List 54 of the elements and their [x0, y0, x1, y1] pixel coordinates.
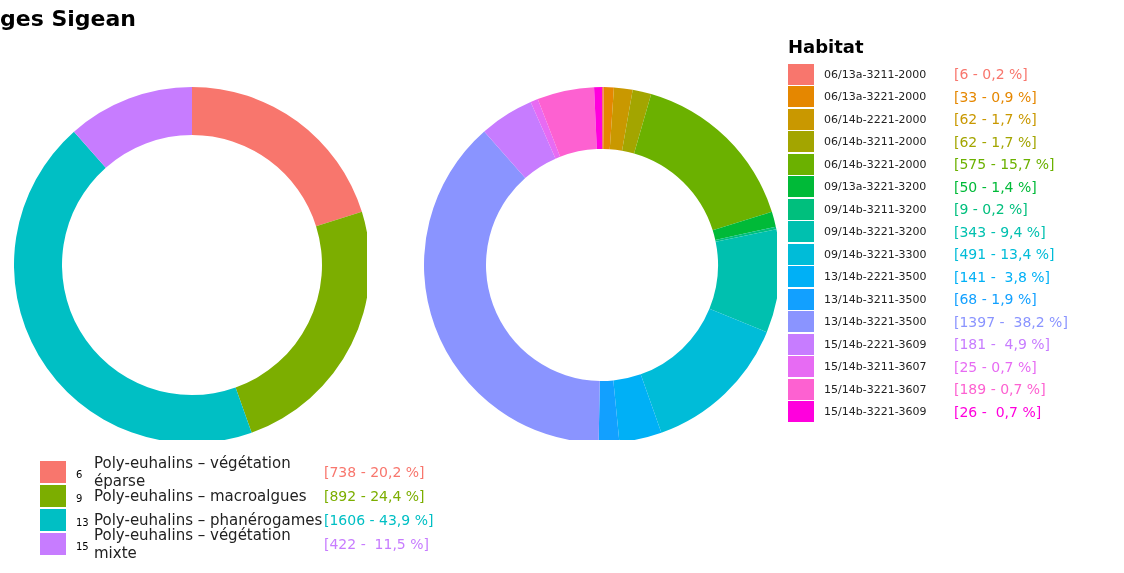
donut-slice — [484, 101, 556, 179]
legend-label: 13/14b-2221-3500 — [824, 270, 928, 284]
donut-slice — [530, 99, 561, 159]
legend-label: 15/14b-3221-3609 — [824, 405, 928, 419]
donut-slice — [634, 93, 772, 231]
legend-label: 13/14b-3211-3500 — [824, 292, 928, 306]
legend-label: 15/14b-3221-3607 — [824, 382, 928, 396]
legend-label: 13/14b-3221-3500 — [824, 315, 928, 329]
chart-title: ges Sigean — [0, 6, 136, 31]
legend-label: 15/14b-2221-3609 — [824, 337, 928, 351]
legend-label: 09/14b-3221-3300 — [824, 247, 928, 261]
data-label: [62 - 1,7 %] — [954, 111, 1037, 128]
data-label: [892 - 24,4 %] — [324, 488, 425, 504]
legend-label: 06/13a-3221-2000 — [824, 90, 928, 104]
legend-label: 06/14b-3221-2000 — [824, 157, 928, 171]
data-label: [738 - 20,2 %] — [324, 464, 425, 480]
donut-slice — [709, 229, 777, 333]
data-label: [6 - 0,2 %] — [954, 66, 1028, 83]
legend-label: 6 Poly-euhalins – végétation éparse — [76, 454, 291, 490]
data-label: [422 - 11,5 %] — [324, 536, 429, 552]
data-label: [26 - 0,7 %] — [954, 403, 1042, 420]
data-label: [1606 - 43,9 %] — [324, 512, 434, 528]
donut-slice — [594, 87, 602, 150]
data-label: [343 - 9,4 %] — [954, 223, 1046, 240]
legend-label: 06/14b-2221-2000 — [824, 112, 928, 126]
data-label: [1397 - 38,2 %] — [954, 313, 1068, 330]
data-label: [25 - 0,7 %] — [954, 358, 1037, 375]
data-label: [9 - 0,2 %] — [954, 201, 1028, 218]
legend-label: 13 Poly-euhalins – phanérogames — [76, 511, 324, 529]
data-label: [181 - 4,9 %] — [954, 336, 1051, 353]
data-label: [491 - 13,4 %] — [954, 246, 1055, 263]
legend-title: Habitat — [788, 36, 865, 57]
data-label: [189 - 0,7 %] — [954, 381, 1046, 398]
legend-label: 06/14b-3211-2000 — [824, 135, 928, 149]
legend-label: 06/13a-3211-2000 — [824, 67, 928, 81]
data-label: [575 - 15,7 %] — [954, 156, 1055, 173]
legend-label: 09/14b-3211-3200 — [824, 202, 928, 216]
donut-slice — [622, 89, 652, 154]
legend-label: 09/14b-3221-3200 — [824, 225, 928, 239]
data-label: [141 - 3,8 %] — [954, 268, 1051, 285]
data-label: [50 - 1,4 %] — [954, 178, 1037, 195]
donut-slice — [609, 87, 633, 151]
donut-slice — [603, 87, 614, 150]
data-label: [33 - 0,9 %] — [954, 88, 1037, 105]
data-label: [68 - 1,9 %] — [954, 291, 1037, 308]
donut-slice — [73, 87, 192, 168]
legend-label: 09/13a-3221-3200 — [824, 180, 928, 194]
donut-slice — [14, 131, 252, 440]
donut-slice — [424, 131, 600, 440]
legend-label: 15/14b-3211-3607 — [824, 360, 928, 374]
donut-slice — [712, 211, 776, 240]
donut-slice — [537, 87, 597, 157]
donut-slice — [192, 87, 362, 227]
data-label: [62 - 1,7 %] — [954, 133, 1037, 150]
